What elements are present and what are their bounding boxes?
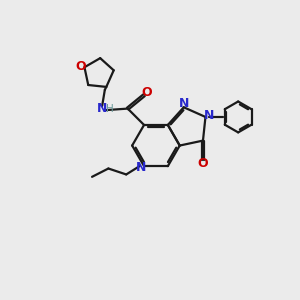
Text: N: N [97, 102, 107, 116]
Text: H: H [106, 104, 113, 114]
Text: O: O [141, 86, 152, 99]
Text: N: N [178, 97, 189, 110]
Text: N: N [136, 161, 146, 174]
Text: N: N [204, 109, 214, 122]
Text: O: O [198, 157, 208, 170]
Text: O: O [75, 60, 86, 73]
